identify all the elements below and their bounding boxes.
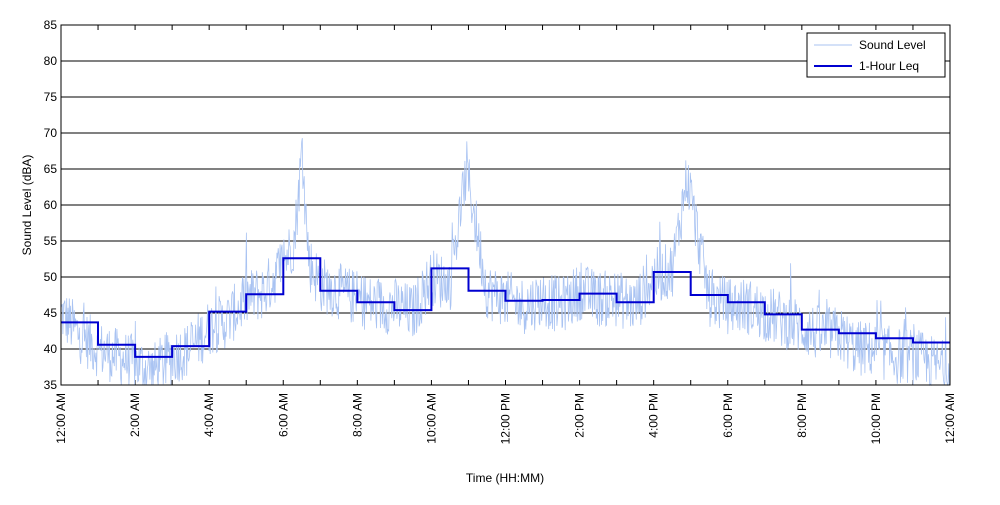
x-tick-label: 12:00 AM xyxy=(943,393,957,444)
x-tick-label: 6:00 AM xyxy=(276,393,290,437)
y-tick-labels: 35 40 45 50 55 60 65 70 75 80 85 xyxy=(44,18,58,392)
x-tick-label: 8:00 AM xyxy=(350,393,364,437)
x-tick-label: 2:00 PM xyxy=(573,393,587,438)
x-tick-label: 2:00 AM xyxy=(128,393,142,437)
plot-frame xyxy=(60,24,951,386)
x-tick-label: 12:00 PM xyxy=(499,393,513,444)
y-tick-label: 75 xyxy=(44,90,58,104)
legend-label-leq: 1-Hour Leq xyxy=(859,59,919,73)
y-tick-label: 45 xyxy=(44,306,58,320)
x-tick-label: 10:00 AM xyxy=(424,393,438,444)
x-tick-label: 6:00 PM xyxy=(721,393,735,438)
x-tick-labels: 12:00 AM 2:00 AM 4:00 AM 6:00 AM 8:00 AM 10:0… xyxy=(54,393,957,444)
y-tick-label: 65 xyxy=(44,162,58,176)
y-tick-label: 55 xyxy=(44,234,58,248)
leq-layer xyxy=(61,257,950,358)
x-tick-label: 4:00 AM xyxy=(202,393,216,437)
series-1-hour-leq xyxy=(61,257,950,358)
y-tick-label: 80 xyxy=(44,54,58,68)
x-tick-label: 4:00 PM xyxy=(647,393,661,438)
y-tick-label: 35 xyxy=(44,378,58,392)
y-axis-label: Sound Level (dBA) xyxy=(20,155,34,256)
y-tick-label: 60 xyxy=(44,198,58,212)
legend-label-sound-level: Sound Level xyxy=(859,38,926,52)
y-tick-label: 85 xyxy=(44,18,58,32)
legend-box xyxy=(806,32,946,78)
y-tick-label: 70 xyxy=(44,126,58,140)
noise-layer xyxy=(60,138,950,387)
x-tick-label: 8:00 PM xyxy=(795,393,809,438)
legend: Sound Level 1-Hour Leq xyxy=(806,32,946,78)
x-tick-label: 12:00 AM xyxy=(54,393,68,444)
x-tick-label: 10:00 PM xyxy=(869,393,883,444)
y-tick-label: 40 xyxy=(44,342,58,356)
x-axis-label: Time (HH:MM) xyxy=(466,471,544,485)
series-sound-level xyxy=(60,138,950,387)
y-tick-label: 50 xyxy=(44,270,58,284)
